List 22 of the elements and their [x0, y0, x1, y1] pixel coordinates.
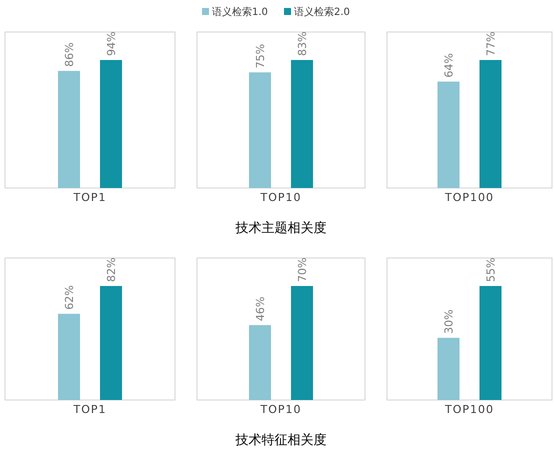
data-label: 55%	[484, 258, 498, 282]
x-axis-title: 技术主题相关度	[234, 220, 326, 236]
data-label: 82%	[105, 258, 118, 282]
legend-label: 语义检索2.0	[294, 6, 350, 18]
x-tick-label: TOP1	[72, 191, 107, 204]
data-label: 30%	[442, 309, 456, 334]
data-label: 64%	[442, 53, 456, 78]
data-label: 70%	[296, 258, 309, 282]
x-tick-label: TOP100	[444, 403, 494, 416]
data-label: 77%	[484, 32, 498, 56]
data-label: 86%	[63, 42, 76, 67]
data-label: 46%	[254, 296, 267, 322]
x-tick-label: TOP10	[259, 191, 302, 204]
x-tick-label: TOP10	[259, 403, 302, 416]
x-tick-label: TOP1	[72, 403, 107, 416]
data-label: 94%	[105, 32, 118, 56]
x-tick-label: TOP100	[444, 191, 494, 204]
data-label: 75%	[254, 44, 267, 68]
x-axis-title: 技术特征相关度	[234, 432, 326, 448]
data-label: 83%	[296, 32, 309, 56]
legend-label: 语义检索1.0	[212, 6, 268, 18]
data-label: 62%	[63, 285, 76, 310]
